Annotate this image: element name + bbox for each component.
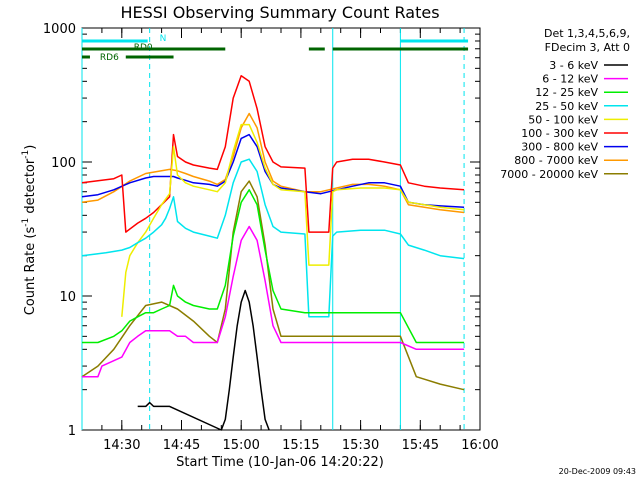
x-tick-label: 14:30 [103, 438, 140, 453]
y-axis-label-sup2: -1 [21, 150, 31, 159]
flag-label-rd0: RD0 [134, 43, 153, 53]
x-tick-label: 15:00 [222, 438, 259, 453]
x-tick-label: 15:30 [342, 438, 379, 453]
x-tick-label: 15:15 [282, 438, 319, 453]
series-line-3-6-kev [137, 289, 270, 431]
plot-frame [81, 27, 481, 431]
x-tick-label: 14:45 [163, 438, 200, 453]
x-tick-label: 16:00 [461, 438, 498, 453]
series-line-6-12-kev [82, 225, 465, 378]
y-axis-label-mid: detector [23, 158, 38, 218]
series-line-25-50-kev [81, 158, 465, 318]
y-tick-label: 10 [59, 290, 76, 305]
y-tick-label: 1000 [43, 22, 76, 37]
y-tick-label: 1 [68, 424, 76, 439]
legend-label-6-12-kev: 6 - 12 keV [542, 73, 598, 86]
flag-label-n: N [160, 34, 167, 44]
y-tick-label: 100 [51, 156, 76, 171]
legend-label-7000-20000-kev: 7000 - 20000 keV [500, 168, 598, 181]
x-tick-label: 15:45 [402, 438, 439, 453]
legend-label-12-25-kev: 12 - 25 keV [535, 86, 598, 99]
x-axis-label: Start Time (10-Jan-06 14:20:22) [176, 455, 384, 470]
series-line-7000-20000-kev [81, 180, 465, 391]
chart-title: HESSI Observing Summary Count Rates [120, 3, 439, 22]
legend-header-line-2: FDecim 3, Att 0 [545, 41, 630, 54]
y-axis-label-main: Count Rate (s [23, 227, 38, 316]
flag-label-rd6: RD6 [100, 53, 119, 63]
legend-label-800-7000-kev: 800 - 7000 keV [514, 154, 598, 167]
legend-label-3-6-kev: 3 - 6 keV [549, 59, 598, 72]
date-stamp: 20-Dec-2009 09:43 [559, 467, 636, 476]
legend-label-50-100-kev: 50 - 100 keV [528, 113, 598, 126]
y-axis-label-sup1: -1 [21, 218, 31, 227]
legend-label-25-50-kev: 25 - 50 keV [535, 100, 598, 113]
legend-header-line-1: Det 1,3,4,5,6,9, [544, 27, 630, 40]
legend-label-100-300-kev: 100 - 300 keV [521, 127, 598, 140]
series-line-100-300-kev [81, 75, 465, 233]
series-line-800-7000-kev [81, 112, 465, 214]
series-line-12-25-kev [82, 189, 465, 344]
legend-label-300-800-kev: 300 - 800 keV [521, 141, 598, 154]
series-line-50-100-kev [121, 123, 465, 317]
y-axis-label-end: ) [23, 145, 38, 150]
y-axis-label: Count Rate (s-1 detector-1) [21, 145, 38, 316]
series-line-300-800-kev [81, 133, 465, 208]
